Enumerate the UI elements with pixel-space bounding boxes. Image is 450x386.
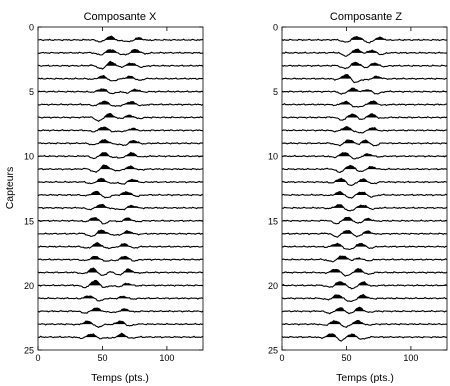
y-axis-label-x: Capteurs <box>4 167 16 210</box>
trace-fill <box>38 295 203 299</box>
x-ticks-x: 0 50 100 <box>35 27 174 363</box>
trace-line <box>281 113 448 121</box>
trace-line <box>281 216 448 225</box>
trace-line <box>281 281 448 290</box>
trace-line <box>37 217 204 225</box>
x-axis-label-x: Temps (pts.) <box>91 372 149 384</box>
trace-line <box>37 255 204 262</box>
trace-line <box>281 100 448 108</box>
trace-fill <box>38 268 203 273</box>
trace-fill <box>283 100 447 105</box>
y-tick-label: 15 <box>268 216 278 226</box>
trace-line <box>37 88 204 95</box>
y-tick-label: 25 <box>268 346 278 356</box>
trace-line <box>37 151 204 160</box>
trace-fill <box>38 139 203 144</box>
x-ticks-z: 0 50 100 <box>279 27 418 363</box>
y-tick-label: 0 <box>29 23 34 33</box>
trace-line <box>37 229 204 237</box>
trace-line <box>37 295 204 302</box>
trace-fill <box>283 320 447 325</box>
trace-line <box>281 35 448 44</box>
trace-line <box>37 35 204 43</box>
trace-line <box>281 61 448 70</box>
trace-line <box>281 293 448 302</box>
trace-fill <box>282 36 447 40</box>
trace-line <box>37 48 204 56</box>
trace-line <box>37 74 204 82</box>
plot-frame-z <box>281 26 448 351</box>
y-tick-label: 10 <box>268 152 278 162</box>
trace-line <box>37 112 204 122</box>
y-ticks-z: 0 5 10 15 20 25 <box>268 23 447 356</box>
panel-composante-z: Composante Z 0 50 100 0 5 10 15 20 25 Temps (pt… <box>268 11 448 384</box>
trace-line <box>281 190 448 199</box>
trace-fill <box>40 333 203 338</box>
trace-fill <box>282 178 447 183</box>
trace-fill <box>282 294 446 299</box>
trace-line <box>281 164 448 174</box>
trace-line <box>37 307 204 314</box>
trace-fill <box>282 140 447 144</box>
chart-title-x: Composante X <box>84 11 157 23</box>
trace-line <box>37 100 204 108</box>
trace-fill <box>282 113 447 118</box>
panel-composante-x: Composante X 0 50 100 0 5 10 15 20 25 Temps (pt… <box>4 11 204 384</box>
chart-title-z: Composante Z <box>330 11 402 23</box>
trace-line <box>281 204 448 212</box>
trace-line <box>281 319 448 328</box>
trace-line <box>281 333 448 342</box>
trace-line <box>281 242 448 251</box>
trace-line <box>281 229 448 238</box>
trace-line <box>37 177 204 185</box>
x-tick-label: 0 <box>35 353 40 363</box>
y-tick-label: 5 <box>273 87 278 97</box>
x-tick-label: 100 <box>159 353 174 363</box>
y-tick-label: 20 <box>24 281 34 291</box>
y-tick-label: 15 <box>24 216 34 226</box>
trace-line <box>38 60 204 70</box>
trace-line <box>281 151 448 160</box>
trace-line <box>281 87 448 95</box>
trace-line <box>37 279 204 289</box>
trace-line <box>282 267 448 277</box>
y-tick-label: 20 <box>268 281 278 291</box>
trace-fill <box>38 321 203 325</box>
trace-line <box>37 190 204 199</box>
trace-line <box>37 164 204 174</box>
trace-fill <box>283 256 447 260</box>
trace-line <box>281 139 448 147</box>
y-tick-label: 10 <box>24 152 34 162</box>
x-tick-label: 0 <box>279 353 284 363</box>
trace-line <box>37 242 204 250</box>
trace-line <box>281 74 448 84</box>
trace-line <box>281 255 448 263</box>
trace-line <box>281 177 448 186</box>
trace-line <box>37 320 204 329</box>
y-ticks-x: 0 5 10 15 20 25 <box>24 23 203 356</box>
trace-line <box>281 48 448 57</box>
y-tick-label: 0 <box>273 23 278 33</box>
trace-fill <box>283 281 447 286</box>
x-axis-label-z: Temps (pts.) <box>336 372 394 384</box>
x-tick-label: 100 <box>403 353 418 363</box>
plot-frame-x <box>37 26 204 351</box>
trace-line <box>281 125 448 134</box>
trace-line <box>37 138 204 147</box>
trace-line <box>37 126 204 133</box>
traces-x <box>37 35 204 340</box>
x-tick-label: 50 <box>97 353 107 363</box>
y-tick-label: 5 <box>29 87 34 97</box>
trace-line <box>37 267 204 276</box>
x-tick-label: 50 <box>341 353 351 363</box>
trace-line <box>281 306 448 315</box>
trace-line <box>37 203 204 211</box>
trace-line <box>37 332 204 340</box>
traces-z <box>281 35 448 342</box>
y-tick-label: 25 <box>24 346 34 356</box>
